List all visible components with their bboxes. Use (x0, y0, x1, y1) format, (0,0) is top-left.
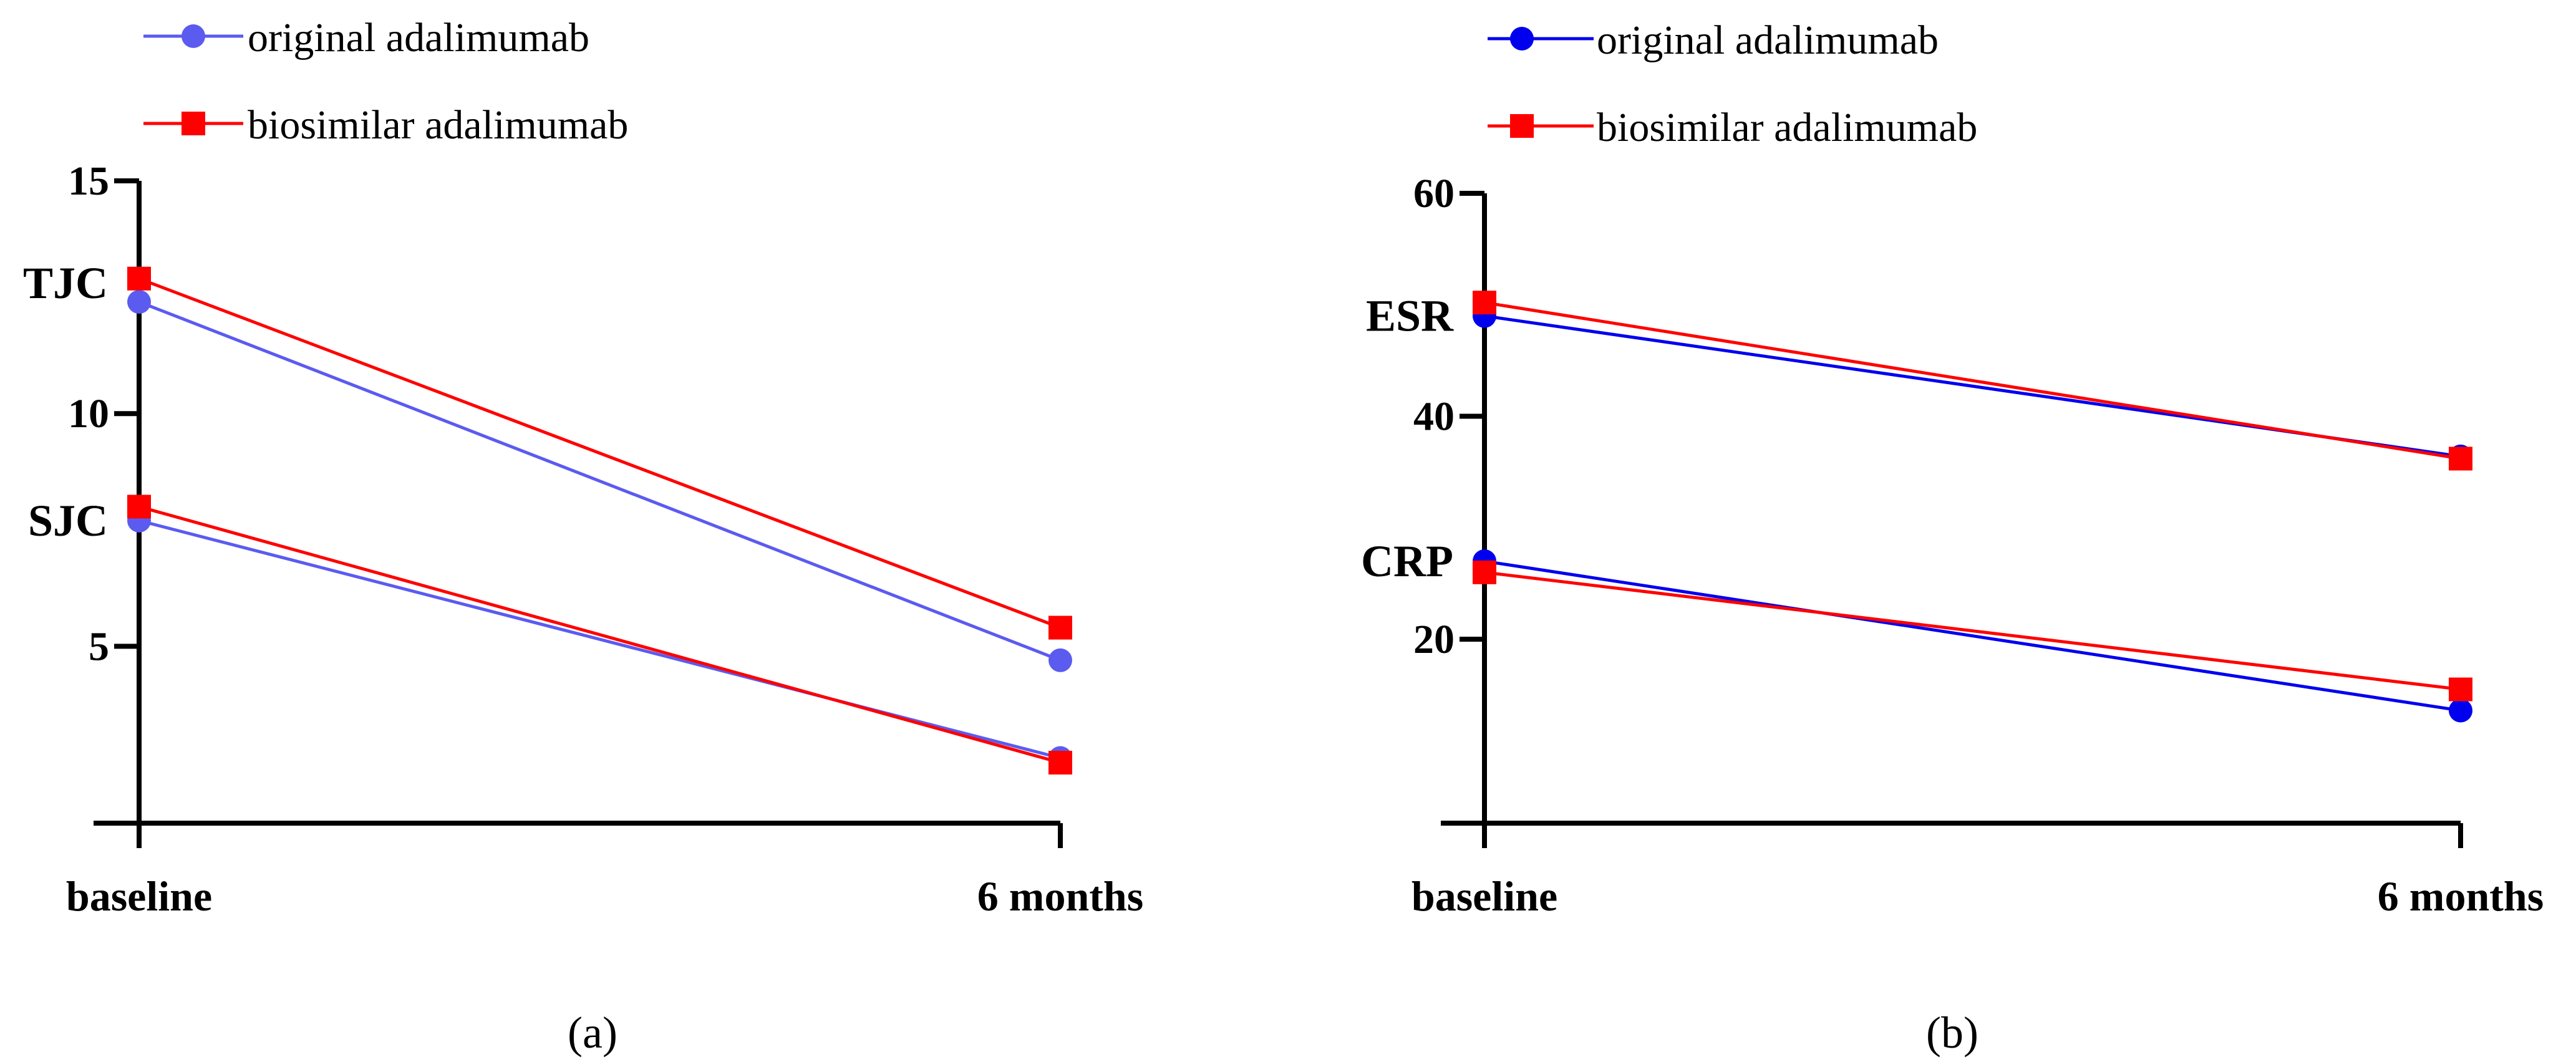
panel-a-tjc-original-point-1 (1048, 648, 1072, 672)
panel-a-x-tick-6-months: 6 months (977, 872, 1143, 920)
legend-a-biosimilar-square-icon (182, 112, 205, 135)
panel-b-crp-original-point-1 (2449, 698, 2472, 723)
panel-a-tjc-biosimilar-point-0 (127, 266, 151, 291)
panel-a-axes (94, 181, 1063, 848)
panel-b-y-tick-label-20: 20 (1413, 617, 1455, 662)
legend-a-original-label: original adalimumab (248, 15, 589, 60)
panel-a-sjc-biosimilar-line (138, 505, 1061, 765)
panel-b-series: ESR CRP (1361, 291, 2472, 723)
panel-a-label: (a) (568, 1008, 617, 1058)
legend-b-original-circle-icon (1510, 27, 1534, 51)
panel-b-crp-original-line (1484, 559, 2461, 712)
panel-a-tjc-original-point-0 (127, 290, 151, 314)
panel-a-sjc-original-line (138, 519, 1061, 760)
panel-b-esr-biosimilar-point-0 (1473, 291, 1496, 315)
panel-b-y-ticks: 20 40 60 (1413, 171, 1484, 662)
panel-a-tjc-original-line (138, 300, 1061, 662)
panel-b-crp-biosimilar-line (1484, 571, 2461, 691)
legend-a-original-circle-icon (182, 24, 205, 48)
panel-b-crp-biosimilar-point-0 (1473, 560, 1496, 584)
panel-a-tjc-biosimilar-line (138, 277, 1061, 629)
panel-b-x-tick-6-months: 6 months (2378, 872, 2544, 920)
panel-a-sjc-biosimilar-point-1 (1048, 750, 1072, 775)
panel-b-group-label-crp: CRP (1361, 536, 1453, 586)
panel-b-y-tick-label-60: 60 (1413, 171, 1455, 216)
panel-a-series: TJC SJC (23, 258, 1072, 775)
panel-b-label: (b) (1926, 1008, 1978, 1058)
panel-a-group-label-sjc: SJC (28, 496, 108, 546)
panel-b-group-label-esr: ESR (1366, 291, 1454, 341)
panel-a-legend: original adalimumab biosimilar adalimuma… (143, 15, 628, 148)
panel-a-y-tick-label-15: 15 (68, 158, 109, 204)
panel-b-esr-biosimilar-line (1484, 301, 2461, 460)
panel-b-x-tick-baseline: baseline (1411, 872, 1557, 920)
panel-b-crp-biosimilar-point-1 (2449, 677, 2472, 702)
panel-b-y-tick-label-40: 40 (1413, 394, 1455, 440)
legend-b-biosimilar-label: biosimilar adalimumab (1597, 105, 1977, 150)
panel-a-sjc-biosimilar-point-0 (127, 495, 151, 519)
panel-a-y-tick-label-10: 10 (68, 391, 109, 437)
panel-a-y-ticks: 5 10 15 (68, 158, 139, 669)
panel-a-x-tick-baseline: baseline (66, 872, 212, 920)
panel-b-esr-biosimilar-point-1 (2449, 447, 2472, 471)
panel-a-tjc-biosimilar-point-1 (1048, 615, 1072, 640)
legend-a-biosimilar-label: biosimilar adalimumab (248, 102, 628, 148)
panel-b-axes (1441, 193, 2463, 848)
legend-b-original-label: original adalimumab (1597, 17, 1939, 63)
panel-a-chart: original adalimumab biosimilar adalimuma… (23, 15, 1143, 1058)
panel-a-group-label-tjc: TJC (23, 258, 108, 308)
panel-b-legend: original adalimumab biosimilar adalimuma… (1488, 17, 1977, 150)
legend-b-biosimilar-square-icon (1510, 114, 1534, 138)
panel-a-y-tick-label-5: 5 (89, 624, 109, 669)
panel-b-chart: original adalimumab biosimilar adalimuma… (1361, 17, 2544, 1058)
